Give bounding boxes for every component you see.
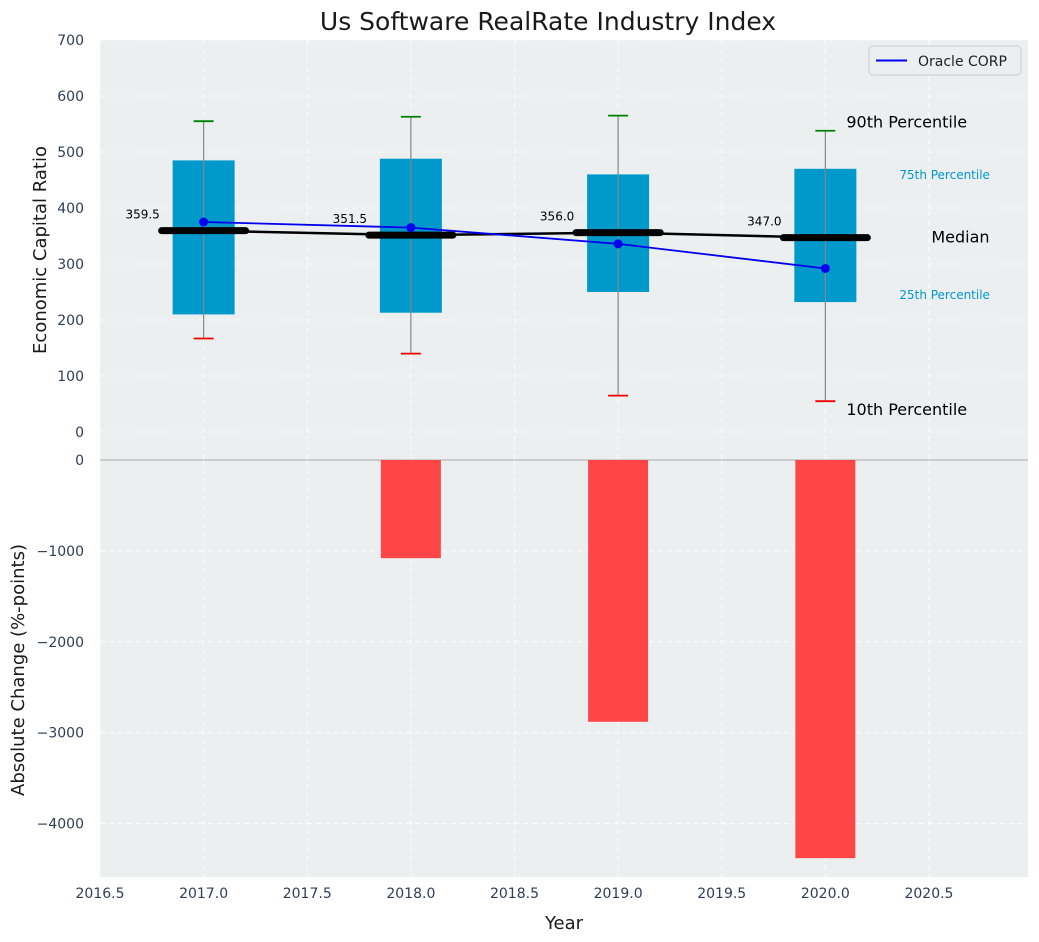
p10-annotation: 10th Percentile <box>846 400 967 419</box>
top-ytick-label: 400 <box>57 201 84 217</box>
median-value-label: 347.0 <box>747 215 781 229</box>
top-ytick-label: 300 <box>57 257 84 273</box>
top-ytick-label: 0 <box>75 425 84 441</box>
p25-annotation: 25th Percentile <box>899 288 990 302</box>
median-value-label: 351.5 <box>333 212 367 226</box>
bottom-ytick-label: 0 <box>75 453 84 469</box>
bottom-ytick-label: −3000 <box>37 726 84 742</box>
oracle-series-point <box>613 239 623 249</box>
bottom-panel-background <box>100 460 1028 877</box>
change-bar <box>588 460 649 722</box>
top-ytick-label: 100 <box>57 369 84 385</box>
top-ylabel: Economic Capital Ratio <box>30 146 51 354</box>
median-value-label: 356.0 <box>540 210 574 224</box>
bottom-ytick-label: −2000 <box>37 635 84 651</box>
median-annotation: Median <box>931 228 989 247</box>
oracle-series-line <box>203 221 826 270</box>
oracle-series-point <box>820 263 830 273</box>
median-trend-line <box>203 229 826 239</box>
bottom-ytick-label: −1000 <box>37 544 84 560</box>
top-ytick-label: 700 <box>57 33 84 49</box>
top-ytick-label: 200 <box>57 313 84 329</box>
change-bar <box>380 460 441 559</box>
legend-box <box>868 45 1022 76</box>
median-value-label: 359.5 <box>125 208 159 222</box>
top-ytick-label: 600 <box>57 89 84 105</box>
top-panel-background <box>100 40 1028 460</box>
change-bar <box>795 460 856 859</box>
chart-title: Us Software RealRate Industry Index <box>320 7 776 36</box>
bottom-ytick-label: −4000 <box>37 817 84 833</box>
xtick-label: 2020.5 <box>904 886 953 902</box>
oracle-series-point <box>406 223 416 233</box>
xtick-label: 2016.5 <box>76 886 125 902</box>
p75-annotation: 75th Percentile <box>899 168 990 182</box>
xtick-label: 2017.5 <box>283 886 332 902</box>
xtick-label: 2019.5 <box>697 886 746 902</box>
xtick-label: 2017.0 <box>179 886 228 902</box>
top-ytick-label: 500 <box>57 145 84 161</box>
oracle-series-point <box>199 217 209 227</box>
xtick-label: 2019.0 <box>594 886 643 902</box>
xtick-label: 2018.0 <box>386 886 435 902</box>
p90-annotation: 90th Percentile <box>846 113 967 132</box>
bottom-ylabel: Absolute Change (%-points) <box>8 544 29 796</box>
xtick-label: 2020.0 <box>801 886 850 902</box>
legend-label: Oracle CORP <box>918 54 1007 70</box>
xlabel: Year <box>544 913 584 934</box>
xtick-label: 2018.5 <box>490 886 539 902</box>
